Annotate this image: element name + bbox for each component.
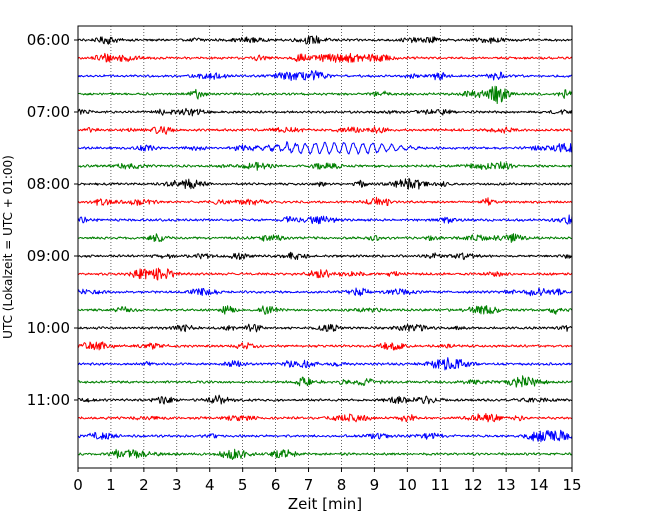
y-tick-label: 06:00 <box>27 31 70 49</box>
x-tick-label: 4 <box>205 476 215 494</box>
x-tick-label: 9 <box>370 476 380 494</box>
x-tick-label: 2 <box>139 476 149 494</box>
x-axis-label: Zeit [min] <box>288 495 362 513</box>
seismic-trace <box>77 341 573 351</box>
seismic-trace <box>77 35 573 45</box>
y-tick-label: 11:00 <box>27 391 70 409</box>
y-tick-label: 10:00 <box>27 319 70 337</box>
plot-frame <box>77 25 573 469</box>
x-tick-label: 6 <box>271 476 281 494</box>
x-tick-label: 10 <box>398 476 417 494</box>
seismic-trace <box>77 70 573 82</box>
seismic-trace <box>77 233 573 243</box>
x-tick-label: 7 <box>304 476 314 494</box>
y-axis-ticks: 06:00 07:00 08:00 09:00 10:00 11:00 <box>27 31 78 409</box>
seismic-trace <box>77 177 573 190</box>
x-tick-label: 8 <box>337 476 347 494</box>
seismic-trace <box>77 448 573 460</box>
seismic-trace <box>77 429 573 443</box>
seismic-trace <box>77 305 573 315</box>
seismic-trace <box>77 214 573 225</box>
seismic-trace <box>77 251 573 261</box>
seismic-trace <box>77 287 573 297</box>
y-tick-label: 09:00 <box>27 247 70 265</box>
y-axis-label: UTC (Lokalzeit = UTC + 01:00) <box>1 155 15 339</box>
x-tick-label: 11 <box>431 476 450 494</box>
x-tick-label: 12 <box>464 476 483 494</box>
seismic-trace <box>77 126 573 135</box>
seismic-trace <box>77 107 573 117</box>
seismic-trace <box>77 357 573 371</box>
seismic-trace <box>77 52 573 63</box>
x-tick-label: 0 <box>73 476 83 494</box>
x-tick-label: 5 <box>238 476 248 494</box>
x-tick-label: 14 <box>530 476 549 494</box>
seismic-trace <box>77 141 573 155</box>
x-tick-label: 15 <box>562 476 581 494</box>
seismic-traces <box>77 35 573 460</box>
x-axis-ticks: 0 1 2 3 4 5 6 7 8 9 10 11 12 13 14 15 <box>73 468 582 494</box>
seismic-trace <box>77 161 573 171</box>
y-tick-label: 08:00 <box>27 175 70 193</box>
y-tick-label: 07:00 <box>27 103 70 121</box>
seismic-trace <box>77 375 573 388</box>
seismic-trace <box>77 85 573 105</box>
seismic-trace <box>77 394 573 405</box>
seismic-trace <box>77 323 573 333</box>
seismic-trace <box>77 196 573 206</box>
x-tick-label: 1 <box>106 476 116 494</box>
x-tick-label: 13 <box>497 476 516 494</box>
x-tick-label: 3 <box>172 476 182 494</box>
seismic-trace <box>77 412 573 423</box>
seismic-trace <box>77 267 573 281</box>
